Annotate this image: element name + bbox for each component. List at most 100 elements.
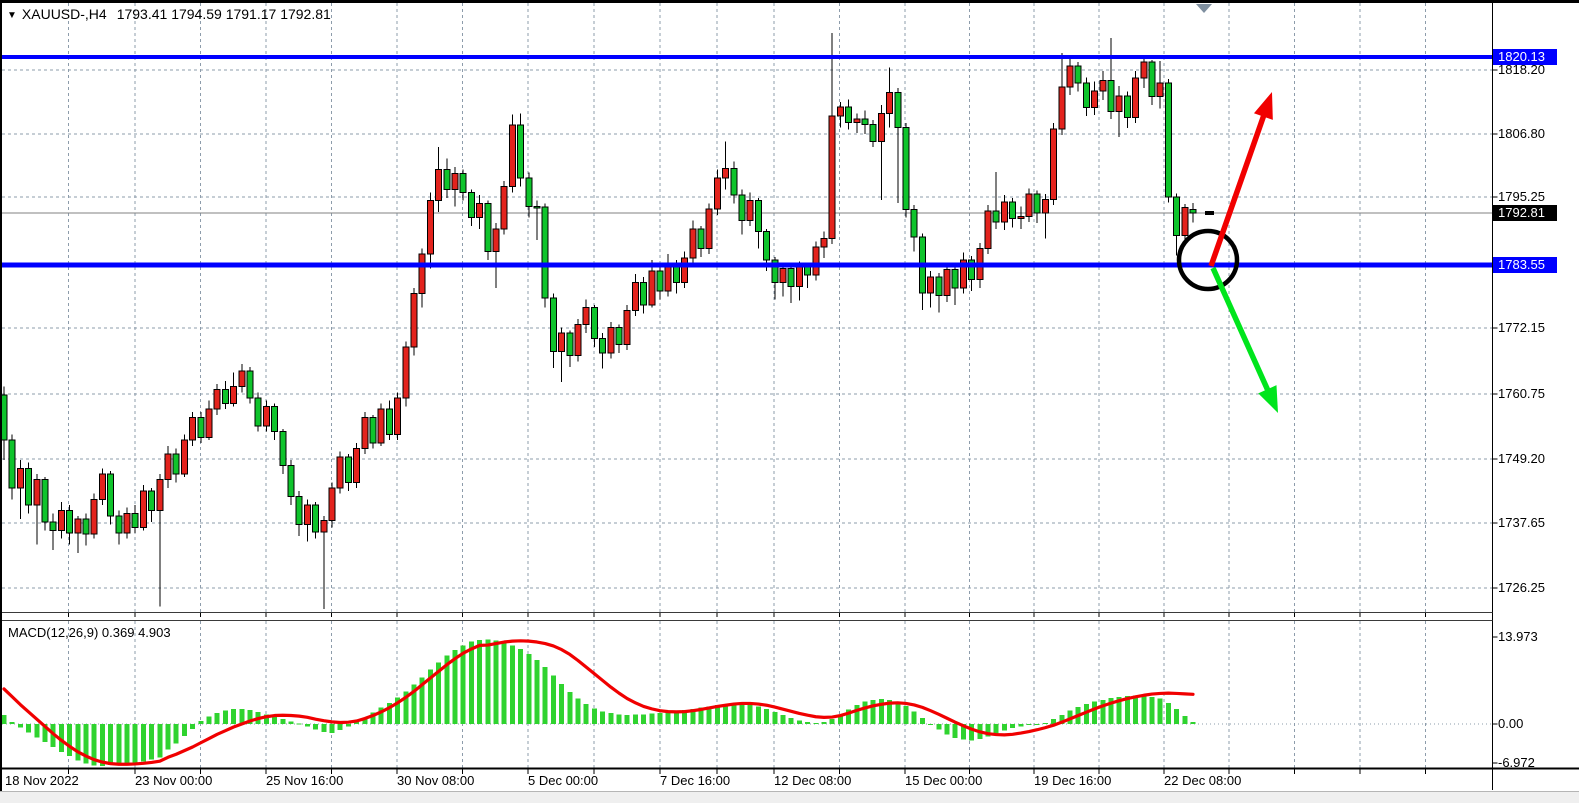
price-axis-label: 1737.65	[1498, 515, 1545, 530]
candlestick	[746, 200, 754, 221]
candlestick	[771, 259, 779, 283]
chart-title-ohlc: 1793.41 1794.59 1791.17 1792.81	[116, 6, 331, 22]
macd-histogram-bar	[460, 645, 466, 724]
macd-histogram-bar	[1108, 697, 1114, 724]
macd-indicator-label: MACD(12,26,9) 0.369 4.903	[8, 625, 171, 640]
candlestick	[763, 231, 771, 261]
candlestick	[172, 453, 180, 475]
macd-histogram-bar	[1092, 701, 1098, 724]
candlestick	[697, 228, 705, 250]
chart-shift-marker-icon[interactable]	[1196, 4, 1212, 13]
macd-axis-label: 13.973	[1498, 629, 1538, 644]
candlestick	[385, 408, 393, 436]
macd-histogram-bar	[608, 713, 614, 724]
candlestick	[713, 177, 721, 210]
macd-histogram-bar	[698, 707, 704, 724]
macd-histogram-bar	[919, 717, 925, 724]
candlestick	[394, 397, 402, 436]
symbol-dropdown-icon[interactable]: ▼	[7, 10, 17, 21]
support-price-tag[interactable]: 1783.55	[1493, 257, 1557, 273]
price-axis-label: 1806.80	[1498, 126, 1545, 141]
macd-histogram-bar	[362, 717, 368, 724]
macd-histogram-bar	[378, 707, 384, 724]
macd-histogram-bar	[1165, 702, 1171, 724]
candlestick	[525, 177, 533, 207]
candlestick	[656, 270, 664, 292]
macd-histogram-bar	[788, 717, 794, 724]
macd-axis-label: -6.972	[1498, 755, 1535, 770]
candlestick	[1050, 128, 1058, 201]
candlestick	[41, 479, 49, 523]
macd-histogram-bar	[501, 642, 507, 724]
candlestick	[631, 281, 639, 312]
resistance-price-tag[interactable]: 1820.13	[1493, 49, 1557, 65]
macd-histogram-bar	[272, 716, 278, 724]
macd-histogram-bar	[17, 724, 23, 728]
candlestick	[107, 473, 115, 517]
candlestick	[738, 194, 746, 221]
macd-histogram-bar	[796, 720, 802, 724]
bullish-scenario-arrow[interactable]	[1208, 109, 1268, 267]
candlestick	[1099, 80, 1107, 92]
candlestick	[312, 504, 320, 533]
macd-histogram-bar	[1018, 724, 1024, 727]
bearish-scenario-arrow-head[interactable]	[1258, 385, 1278, 413]
macd-histogram-bar	[436, 662, 442, 724]
macd-histogram-bar	[682, 710, 688, 724]
highlight-circle[interactable]	[1176, 228, 1240, 292]
macd-histogram-bar	[878, 699, 884, 724]
candlestick	[582, 307, 590, 326]
candlestick	[664, 263, 672, 292]
candlestick	[894, 92, 902, 128]
candlestick	[795, 266, 803, 287]
macd-signal-line	[2, 639, 1195, 766]
candlestick	[968, 259, 976, 281]
candlestick	[779, 267, 787, 283]
candlestick	[402, 346, 410, 399]
macd-histogram-bar	[1182, 716, 1188, 724]
macd-histogram-bar	[1133, 695, 1139, 724]
bullish-scenario-arrow-head[interactable]	[1253, 92, 1273, 120]
macd-histogram-bar	[526, 653, 532, 724]
macd-histogram-bar	[477, 639, 483, 724]
macd-histogram-bar	[509, 645, 515, 724]
candlestick	[369, 417, 377, 444]
macd-histogram-bar	[108, 724, 114, 766]
macd-histogram-bar	[149, 724, 155, 760]
macd-histogram-bar	[600, 711, 606, 724]
candlestick	[1164, 82, 1172, 198]
macd-histogram-bar	[34, 724, 40, 738]
candlestick	[927, 276, 935, 294]
macd-histogram-bar	[518, 648, 524, 724]
candlestick	[295, 495, 303, 526]
macd-histogram-bar	[1059, 714, 1065, 724]
candlestick	[787, 267, 795, 287]
macd-histogram-bar	[641, 714, 647, 724]
macd-histogram-bar	[821, 722, 827, 724]
candlestick	[681, 257, 689, 283]
candlestick	[599, 338, 607, 354]
candlestick	[156, 479, 164, 512]
macd-histogram-bar	[755, 706, 761, 724]
candlestick	[164, 453, 172, 481]
candlestick	[238, 370, 246, 388]
macd-histogram-bar	[1034, 724, 1040, 725]
candlestick	[279, 431, 287, 466]
macd-histogram-bar	[239, 709, 245, 724]
macd-histogram-bar	[181, 724, 187, 737]
candlestick	[1156, 82, 1164, 97]
candlestick	[566, 332, 574, 357]
macd-histogram-bar	[165, 724, 171, 750]
candlestick	[1189, 209, 1197, 214]
candlestick	[221, 388, 229, 405]
macd-histogram-bar	[296, 723, 302, 725]
macd-histogram-bar	[960, 724, 966, 740]
macd-histogram-bar	[468, 641, 474, 724]
bearish-scenario-arrow[interactable]	[1210, 266, 1273, 396]
candlestick	[25, 467, 33, 506]
candlestick	[959, 259, 967, 289]
candlestick	[16, 467, 24, 489]
macd-histogram-bar	[1051, 719, 1057, 724]
candlestick	[845, 106, 853, 123]
